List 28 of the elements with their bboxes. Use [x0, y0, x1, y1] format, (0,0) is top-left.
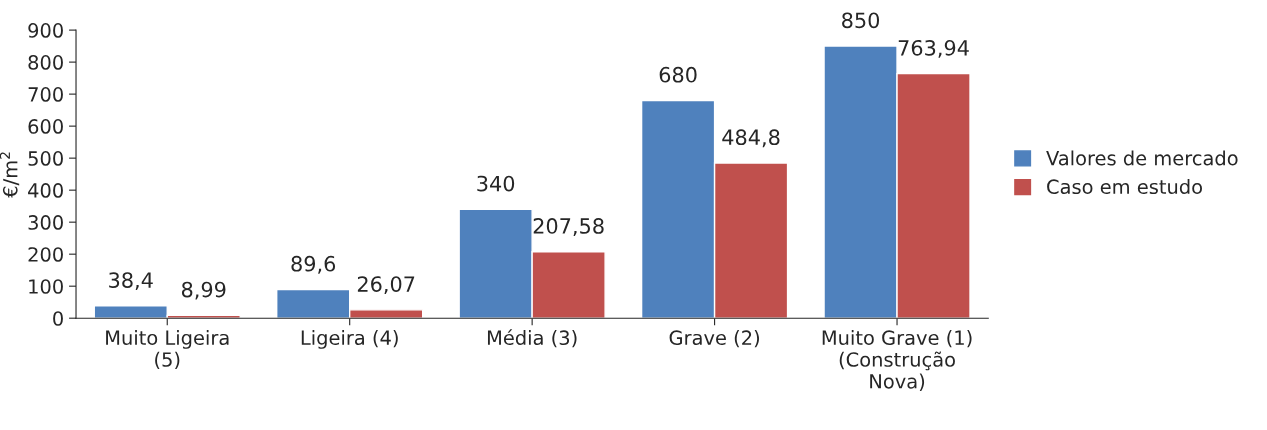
- data-label: 680: [659, 66, 697, 83]
- data-label: 340: [477, 175, 515, 192]
- data-label: 763,94: [898, 39, 969, 58]
- data-label: 850: [842, 12, 880, 29]
- y-tick-label: 400: [28, 183, 63, 198]
- y-tick-label: 600: [28, 119, 63, 134]
- data-label: 26,07: [357, 276, 415, 295]
- x-tick-label: Média (3): [487, 329, 577, 348]
- y-tick-label: 100: [29, 279, 63, 294]
- data-label: 89,6: [291, 255, 336, 274]
- data-label: 207,58: [533, 218, 604, 236]
- y-tick-label: 900: [28, 23, 63, 38]
- y-tick-label: 700: [28, 87, 63, 102]
- x-tick-label: Muito Grave (1) (Construção Nova): [822, 330, 972, 391]
- y-axis-title: €/m$^{2}$: [0, 152, 20, 198]
- y-tick-label: 0: [53, 311, 63, 326]
- x-tick-label: Ligeira (4): [301, 330, 398, 349]
- x-tick-label: Muito Ligeira (5): [106, 330, 229, 370]
- data-label: 38,4: [109, 272, 153, 291]
- data-label: 8,99: [181, 281, 226, 300]
- y-tick-label: 300: [28, 215, 63, 230]
- y-tick-label: 800: [28, 55, 63, 70]
- legend-label: Caso em estudo: [1047, 179, 1202, 195]
- data-label: 484,8: [722, 129, 780, 148]
- y-tick-label: 200: [28, 247, 63, 262]
- y-tick-label: 500: [28, 151, 63, 166]
- x-tick-label: Grave (2): [669, 330, 759, 348]
- legend-label: Valores de mercado: [1046, 150, 1238, 166]
